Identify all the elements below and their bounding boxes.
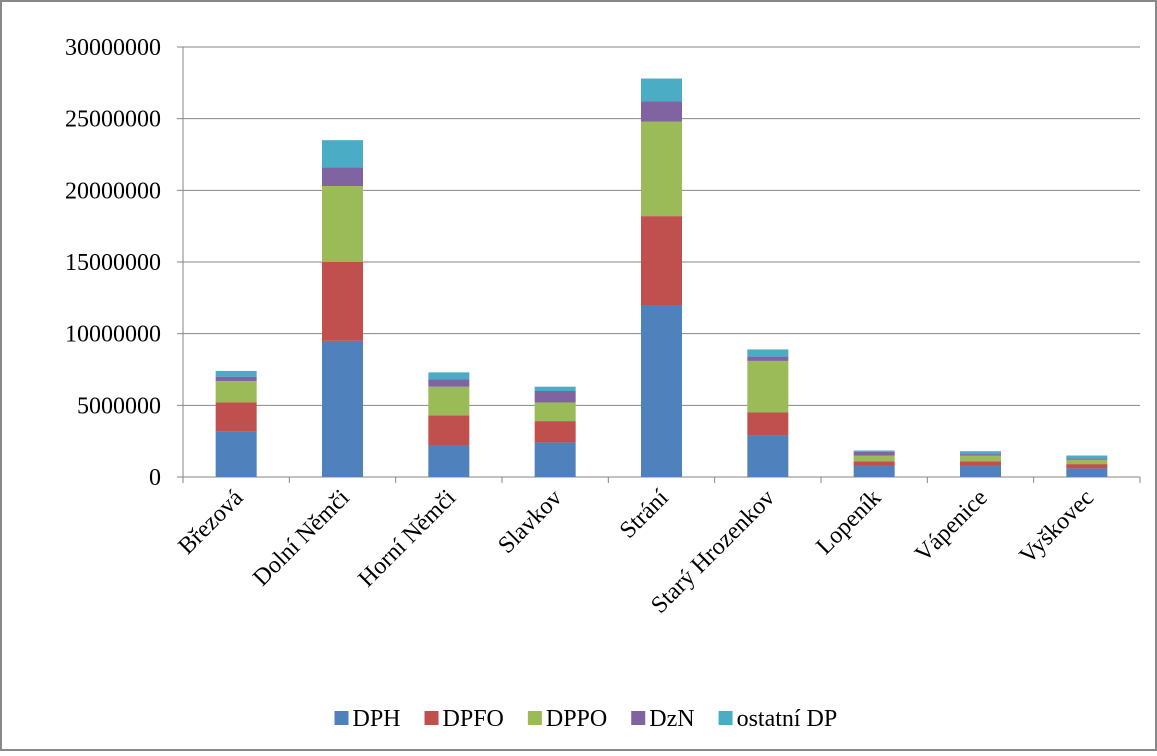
legend-label: DPH <box>353 706 401 732</box>
legend-label: DzN <box>649 706 694 732</box>
bar-segment <box>960 461 1001 466</box>
bar-segment <box>853 465 895 477</box>
bar-segment <box>853 461 895 466</box>
bar-segment <box>534 391 576 403</box>
y-tick-label: 30000000 <box>65 35 161 61</box>
bar-segment <box>1066 459 1108 465</box>
y-tick-label: 10000000 <box>65 322 161 348</box>
bar-segment <box>428 379 470 387</box>
bar-segment <box>534 442 576 477</box>
bar-segment <box>428 415 470 446</box>
bar-segment <box>747 349 789 357</box>
bar-segment <box>215 370 257 377</box>
bar-segment <box>215 431 257 477</box>
bar-segment <box>747 412 789 436</box>
legend-swatch <box>527 711 542 725</box>
legend-swatch <box>718 711 733 725</box>
bar-segment <box>960 451 1001 455</box>
bar-segment <box>853 455 895 462</box>
bar-segment <box>428 386 470 416</box>
bar-segment <box>215 380 257 403</box>
bar-segment <box>428 445 470 477</box>
y-tick-label: 5000000 <box>77 393 161 419</box>
legend-swatch <box>334 711 349 725</box>
y-tick-label: 0 <box>149 465 161 491</box>
bar-segment <box>960 454 1001 456</box>
bar-segment <box>747 435 789 477</box>
bar-segment <box>960 455 1001 462</box>
bar-segment <box>853 451 895 456</box>
bar-segment <box>322 140 363 168</box>
legend-label: DPPO <box>546 706 607 732</box>
bar-segment <box>534 402 576 422</box>
y-tick-label: 15000000 <box>65 250 161 276</box>
legend-label: ostatní DP <box>737 706 838 732</box>
bar-segment <box>641 101 682 122</box>
y-tick-label: 20000000 <box>65 178 161 204</box>
bar-segment <box>853 450 895 452</box>
y-tick-label: 25000000 <box>65 107 161 133</box>
bar-segment <box>960 465 1001 477</box>
bar-segment <box>747 360 789 413</box>
bar-segment <box>1066 464 1108 469</box>
bar-segment <box>641 78 682 102</box>
bar-segment <box>322 186 363 262</box>
bar-segment <box>534 386 576 391</box>
bar-segment <box>428 372 470 380</box>
bar-segment <box>1066 468 1108 477</box>
bar-segment <box>215 402 257 432</box>
bar-segment <box>322 340 363 477</box>
bar-segment <box>215 376 257 381</box>
bar-segment <box>641 121 682 217</box>
bar-segment <box>641 305 682 477</box>
bar-segment <box>322 262 363 341</box>
bar-segment <box>641 216 682 305</box>
bar-segment <box>1066 455 1108 459</box>
legend-swatch <box>424 711 439 725</box>
bar-segment <box>322 167 363 187</box>
bar-segment <box>534 421 576 443</box>
legend-swatch <box>631 711 646 725</box>
bar-segment <box>747 356 789 361</box>
bar-segment <box>1066 458 1108 460</box>
legend-label: DPFO <box>443 706 504 732</box>
